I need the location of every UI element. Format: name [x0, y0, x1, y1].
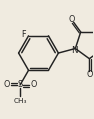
- Text: S: S: [17, 80, 23, 89]
- Text: N: N: [71, 46, 78, 55]
- Text: CH₃: CH₃: [13, 98, 27, 104]
- Text: O: O: [31, 80, 37, 89]
- Text: O: O: [69, 15, 75, 24]
- Text: O: O: [3, 80, 10, 89]
- Text: O: O: [86, 69, 93, 79]
- Text: F: F: [21, 30, 25, 39]
